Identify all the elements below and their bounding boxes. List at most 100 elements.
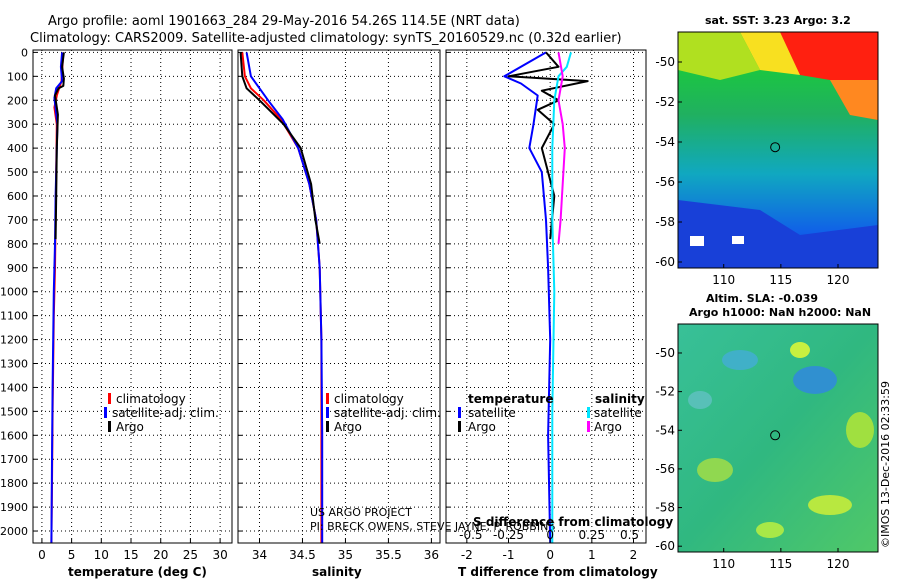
legend-s-argo-label: Argo — [594, 420, 622, 434]
legend-argo-label: Argo — [116, 420, 144, 434]
legend-s-satellite-swatch — [587, 407, 590, 418]
sst-ice-patch — [732, 236, 744, 244]
x-tick-label: 0 — [546, 548, 554, 562]
credits-line-2: PI: BRECK OWENS, STEVE JAYNE, P. ROBBINS — [310, 520, 555, 533]
map-lat-tick-label: -54 — [655, 423, 675, 437]
s-tick-label: -0.5 — [459, 528, 482, 542]
map-lat-tick-label: -52 — [655, 385, 675, 399]
s-difference-label: S difference from climatology — [473, 515, 673, 529]
legend-climatology-swatch — [108, 393, 111, 404]
sla-mid-patch — [688, 391, 712, 409]
temperature-lines — [50, 52, 65, 544]
sst-map-title: sat. SST: 3.23 Argo: 3.2 — [705, 14, 851, 27]
series-line — [557, 52, 566, 244]
salinity-panel: 34 34.5 35 35.5 36 salinity climatology sate… — [237, 49, 555, 579]
sla-high-patch — [697, 458, 733, 482]
depth-tick-label: 1400 — [0, 381, 28, 394]
depth-tick-label: 1600 — [0, 429, 28, 442]
map-lon-tick-label: 120 — [827, 557, 850, 571]
sla-high-patch — [756, 522, 784, 538]
map-lat-tick-label: -54 — [655, 135, 675, 149]
sst-map-ticks: 110 115 120 -50 -52 -54 -56 -58 -60 — [655, 55, 849, 287]
legend-t-satellite-label: satellite — [468, 406, 516, 420]
sst-map-frame — [677, 31, 879, 269]
sla-map-field — [678, 324, 878, 552]
x-tick-label: 2 — [630, 548, 638, 562]
depth-tick-label: 0 — [21, 46, 28, 59]
header-line-1: Argo profile: aoml 1901663_284 29-May-20… — [48, 14, 520, 29]
series-line — [551, 52, 572, 543]
x-tick-label: 34 — [252, 548, 267, 562]
x-tick-label: -1 — [503, 548, 515, 562]
legend-salinity-title: salinity — [595, 392, 645, 406]
sla-map: Altim. SLA: -0.039 Argo h1000: NaN h2000… — [655, 292, 879, 571]
salinity-grid — [238, 50, 440, 543]
map-lat-tick-label: -58 — [655, 501, 675, 515]
salinity-x-ticks: 34 34.5 35 35.5 36 — [238, 51, 439, 562]
depth-tick-label: 1200 — [0, 334, 28, 347]
sla-map-title: Altim. SLA: -0.039 — [706, 292, 818, 305]
credits-line-1: US ARGO PROJECT — [310, 506, 412, 519]
map-lon-tick-label: 110 — [712, 273, 735, 287]
x-tick-label: 20 — [153, 548, 168, 562]
map-lat-tick-label: -52 — [655, 95, 675, 109]
depth-tick-label: 1900 — [0, 501, 28, 514]
legend-argo-label: Argo — [334, 420, 362, 434]
series-line — [241, 52, 323, 543]
depth-tick-label: 1800 — [0, 477, 28, 490]
map-lat-tick-label: -50 — [655, 346, 675, 360]
depth-axis-labels: 0 100 200 300 400 500 600 700 800 900 1000 1100 1200… — [0, 46, 28, 538]
x-tick-label: 35.5 — [375, 548, 402, 562]
map-lat-tick-label: -60 — [655, 539, 675, 553]
depth-tick-label: 2000 — [0, 525, 28, 538]
depth-tick-label: 500 — [7, 166, 28, 179]
x-tick-label: 0 — [38, 548, 46, 562]
difference-frame — [445, 49, 647, 544]
series-line — [54, 52, 65, 240]
depth-tick-label: 400 — [7, 142, 28, 155]
salinity-lines — [239, 52, 324, 543]
legend-satellite-label: satellite-adj. clim. — [334, 406, 441, 420]
legend-satellite-swatch — [104, 407, 107, 418]
temperature-grid — [33, 50, 232, 543]
legend-satellite-label: satellite-adj. clim. — [112, 406, 219, 420]
salinity-legend: climatology satellite-adj. clim. Argo — [326, 392, 441, 434]
sla-high-patch — [808, 495, 852, 515]
map-lon-tick-label: 110 — [712, 557, 735, 571]
temperature-xlabel: temperature (deg C) — [68, 565, 207, 579]
sla-low-patch — [722, 350, 758, 370]
imos-stamp: ©IMOS 13-Dec-2016 02:33:59 — [879, 381, 892, 548]
t-difference-xlabel: T difference from climatology — [458, 565, 658, 579]
sst-orange-patch — [830, 80, 878, 120]
depth-tick-label: 900 — [7, 262, 28, 275]
sst-cold-patch — [678, 200, 878, 268]
legend-climatology-swatch — [326, 393, 329, 404]
legend-climatology-label: climatology — [334, 392, 404, 406]
map-lon-tick-label: 115 — [769, 557, 792, 571]
legend-t-argo-label: Argo — [468, 420, 496, 434]
sst-ice-patch — [690, 236, 704, 246]
x-tick-label: -2 — [461, 548, 473, 562]
depth-tick-label: 200 — [7, 94, 28, 107]
s-tick-label: 0.25 — [578, 528, 605, 542]
temperature-panel: 0 5 10 15 20 25 30 temperature (deg C) climato… — [32, 49, 233, 579]
sla-map-patches — [688, 342, 874, 538]
depth-tick-label: 700 — [7, 214, 28, 227]
argo-location-marker — [770, 142, 781, 153]
temperature-legend: climatology satellite-adj. clim. Argo — [104, 392, 219, 434]
depth-tick-label: 300 — [7, 118, 28, 131]
sst-map: sat. SST: 3.23 Argo: 3.2 110 115 120 -50 -52… — [655, 14, 879, 287]
sla-high-patch — [790, 342, 810, 358]
sst-map-patches — [678, 32, 878, 268]
difference-legend: temperature satellite Argo salinity sate… — [458, 392, 645, 434]
x-tick-label: 1 — [588, 548, 596, 562]
x-tick-label: 25 — [183, 548, 198, 562]
x-tick-label: 5 — [68, 548, 76, 562]
x-tick-label: 36 — [424, 548, 439, 562]
legend-t-satellite-swatch — [458, 407, 461, 418]
difference-x-ticks: -2 -1 0 1 2 — [446, 51, 638, 562]
series-line — [239, 52, 321, 244]
map-lat-tick-label: -56 — [655, 175, 675, 189]
series-line — [245, 52, 324, 543]
